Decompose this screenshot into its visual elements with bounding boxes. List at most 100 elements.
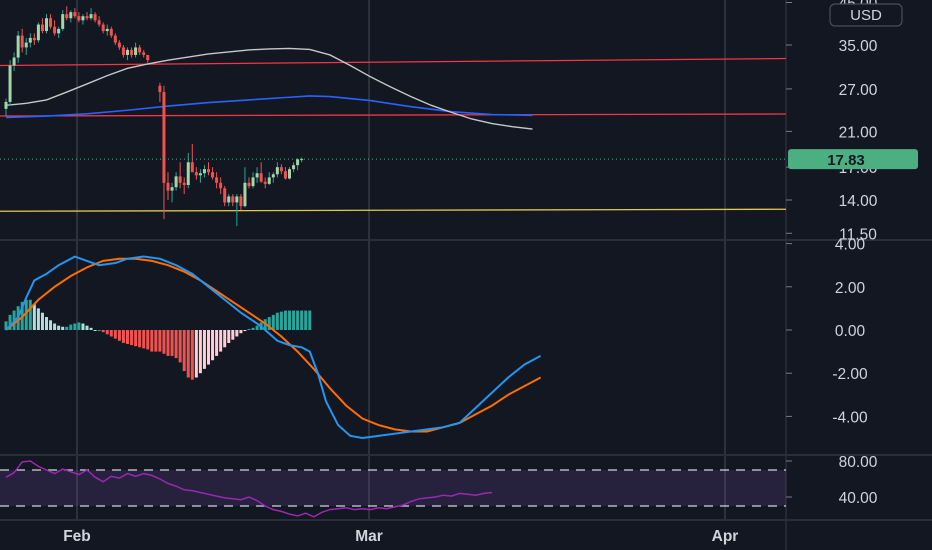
macd-tick-label: -2.00	[832, 366, 868, 383]
candle-body	[283, 171, 287, 179]
macd-histogram-bar	[134, 330, 138, 347]
candle-body	[134, 47, 138, 55]
rsi-line	[5, 460, 493, 518]
macd-histogram-bar	[97, 330, 101, 331]
macd-histogram-bar	[202, 330, 206, 369]
candle-body	[223, 188, 227, 203]
macd-histogram-bar	[150, 330, 154, 352]
candle-body	[16, 35, 20, 58]
candle-body	[121, 47, 125, 55]
price-tick-label: 35.00	[839, 38, 878, 55]
macd-histogram-bar	[162, 330, 166, 354]
candle-body	[170, 187, 174, 191]
macd-histogram-bar	[231, 330, 235, 340]
candle-body	[231, 196, 235, 203]
macd-histogram-bar	[178, 330, 182, 363]
candle-body	[126, 49, 129, 55]
currency-label: USD	[850, 7, 882, 24]
price-tick-label: 14.00	[839, 193, 878, 210]
macd-histogram-bar	[271, 314, 275, 330]
macd-histogram-bar	[130, 330, 134, 346]
macd-histogram-bar	[288, 310, 291, 330]
price-tick-label: 21.00	[839, 124, 878, 141]
candle-body	[146, 54, 150, 61]
macd-histogram-bar	[40, 312, 44, 330]
candle-body	[279, 167, 283, 172]
candle-body	[24, 42, 28, 48]
candle-body	[292, 165, 296, 170]
candle-body	[109, 28, 113, 36]
price-axis[interactable]: 45.0035.0027.0021.0017.0014.0011.50USD17…	[786, 0, 918, 507]
candle-body	[130, 49, 134, 55]
rsi-pane[interactable]	[0, 460, 786, 518]
macd-histogram-bar	[24, 299, 28, 330]
macd-histogram-bar	[49, 320, 53, 330]
macd-histogram-bar	[89, 327, 93, 330]
macd-histogram-bar	[166, 330, 170, 356]
macd-tick-label: 4.00	[835, 237, 866, 254]
candle-body	[219, 182, 223, 189]
candle-body	[32, 37, 36, 41]
candle-body	[211, 172, 215, 178]
macd-pane[interactable]	[4, 255, 542, 440]
macd-histogram-bar	[308, 310, 312, 330]
price-tick-label: 11.50	[839, 226, 877, 243]
candle-body	[158, 85, 162, 93]
macd-histogram-bar	[227, 330, 231, 343]
candle-body	[162, 92, 166, 183]
macd-histogram-bar	[121, 330, 125, 343]
macd-histogram-bar	[146, 330, 150, 350]
macd-histogram-bar	[53, 323, 57, 330]
candle-body	[20, 35, 24, 48]
rsi-tick-label: 80.00	[839, 454, 878, 471]
macd-tick-label: -4.00	[832, 409, 868, 426]
candle-body	[77, 16, 81, 21]
candle-body	[45, 18, 48, 32]
time-tick-label: Apr	[712, 528, 739, 545]
macd-histogram-bar	[142, 330, 146, 349]
candle-body	[8, 65, 12, 102]
moving-average-line	[5, 47, 533, 130]
candle-body	[202, 169, 206, 174]
macd-histogram-bar	[154, 330, 158, 352]
candle-body	[89, 14, 93, 19]
macd-histogram-bar	[77, 322, 81, 330]
time-tick-label: Mar	[355, 528, 383, 545]
time-axis[interactable]: Feb Mar Apr	[63, 528, 738, 545]
macd-histogram-bar	[57, 325, 61, 330]
macd-histogram-bar	[117, 330, 121, 341]
macd-tick-label: 0.00	[835, 323, 866, 340]
candle-body	[194, 172, 198, 176]
macd-histogram-bar	[296, 310, 300, 330]
price-pane[interactable]	[0, 6, 787, 227]
horizontal-level-line	[0, 57, 787, 67]
candle-body	[267, 177, 271, 184]
candle-body	[113, 35, 117, 43]
candle-body	[57, 28, 61, 34]
rsi-band	[0, 470, 786, 506]
macd-histogram-bar	[101, 330, 105, 333]
macd-line	[5, 255, 542, 440]
macd-histogram-bar	[93, 330, 97, 331]
macd-histogram-bar	[85, 325, 89, 330]
macd-histogram-bar	[235, 330, 239, 337]
macd-histogram-bar	[158, 330, 162, 352]
macd-histogram-bar	[186, 330, 190, 378]
candle-body	[65, 14, 69, 19]
candle-body	[138, 47, 142, 53]
price-tick-label: 27.00	[839, 82, 878, 99]
candle-body	[247, 182, 251, 187]
macd-histogram-bar	[275, 312, 279, 330]
macd-histogram-bar	[28, 299, 32, 330]
macd-histogram-bar	[194, 330, 198, 378]
candle-body	[255, 173, 259, 178]
candle-body	[117, 42, 121, 48]
candle-body	[49, 18, 53, 27]
horizontal-level-line	[0, 208, 787, 212]
macd-histogram-bar	[36, 308, 40, 330]
macd-histogram-bar	[65, 326, 69, 330]
candle-body	[251, 177, 255, 187]
macd-histogram-bar	[105, 330, 109, 335]
